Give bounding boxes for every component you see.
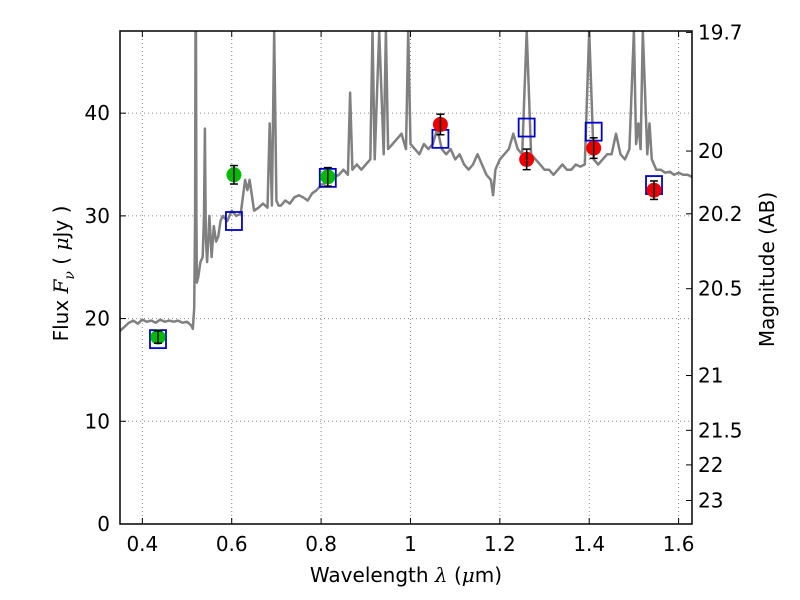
x-axis-label: Wavelength λ (μm) bbox=[310, 563, 502, 587]
mag-tick-label: 21 bbox=[698, 364, 723, 388]
x-tick-label: 0.8 bbox=[305, 532, 337, 556]
x-tick-label: 1.4 bbox=[573, 532, 605, 556]
model-square-point bbox=[517, 117, 536, 138]
y-tick-label: 0 bbox=[97, 512, 110, 536]
x-tick-label: 1.2 bbox=[484, 532, 516, 556]
y-tick-label: 10 bbox=[85, 409, 110, 433]
y-tick-label: 20 bbox=[85, 307, 110, 331]
y2-axis-label: Magnitude (AB) bbox=[755, 192, 779, 347]
y-tick-label: 40 bbox=[85, 101, 110, 125]
plot-area bbox=[120, 31, 692, 350]
mag-tick-label: 21.5 bbox=[698, 418, 743, 442]
plot-frame bbox=[119, 30, 693, 525]
spectrum-line bbox=[120, 31, 692, 332]
x-tick-label: 1.6 bbox=[663, 532, 695, 556]
axis-ticks: 0.4 0.6 0.8 1 1.2 1.4 1.6 0 10 20 30 40 19.7 20 20.2 20… bbox=[85, 20, 743, 556]
mag-tick-label: 22 bbox=[698, 453, 723, 477]
model-square-point bbox=[225, 211, 243, 231]
mag-tick-label: 20.5 bbox=[698, 277, 743, 301]
x-tick-label: 0.4 bbox=[126, 532, 158, 556]
y-axis-label: Flux Fν ( μJy ) bbox=[49, 206, 78, 342]
mag-tick-label: 23 bbox=[698, 488, 723, 512]
x-tick-label: 1 bbox=[404, 532, 417, 556]
grid-lines bbox=[120, 31, 692, 524]
y-tick-label: 30 bbox=[85, 204, 110, 228]
mag-tick-label: 19.7 bbox=[698, 20, 743, 44]
mag-tick-label: 20.2 bbox=[698, 202, 743, 226]
mag-tick-label: 20 bbox=[698, 139, 723, 163]
x-tick-label: 0.6 bbox=[216, 532, 248, 556]
